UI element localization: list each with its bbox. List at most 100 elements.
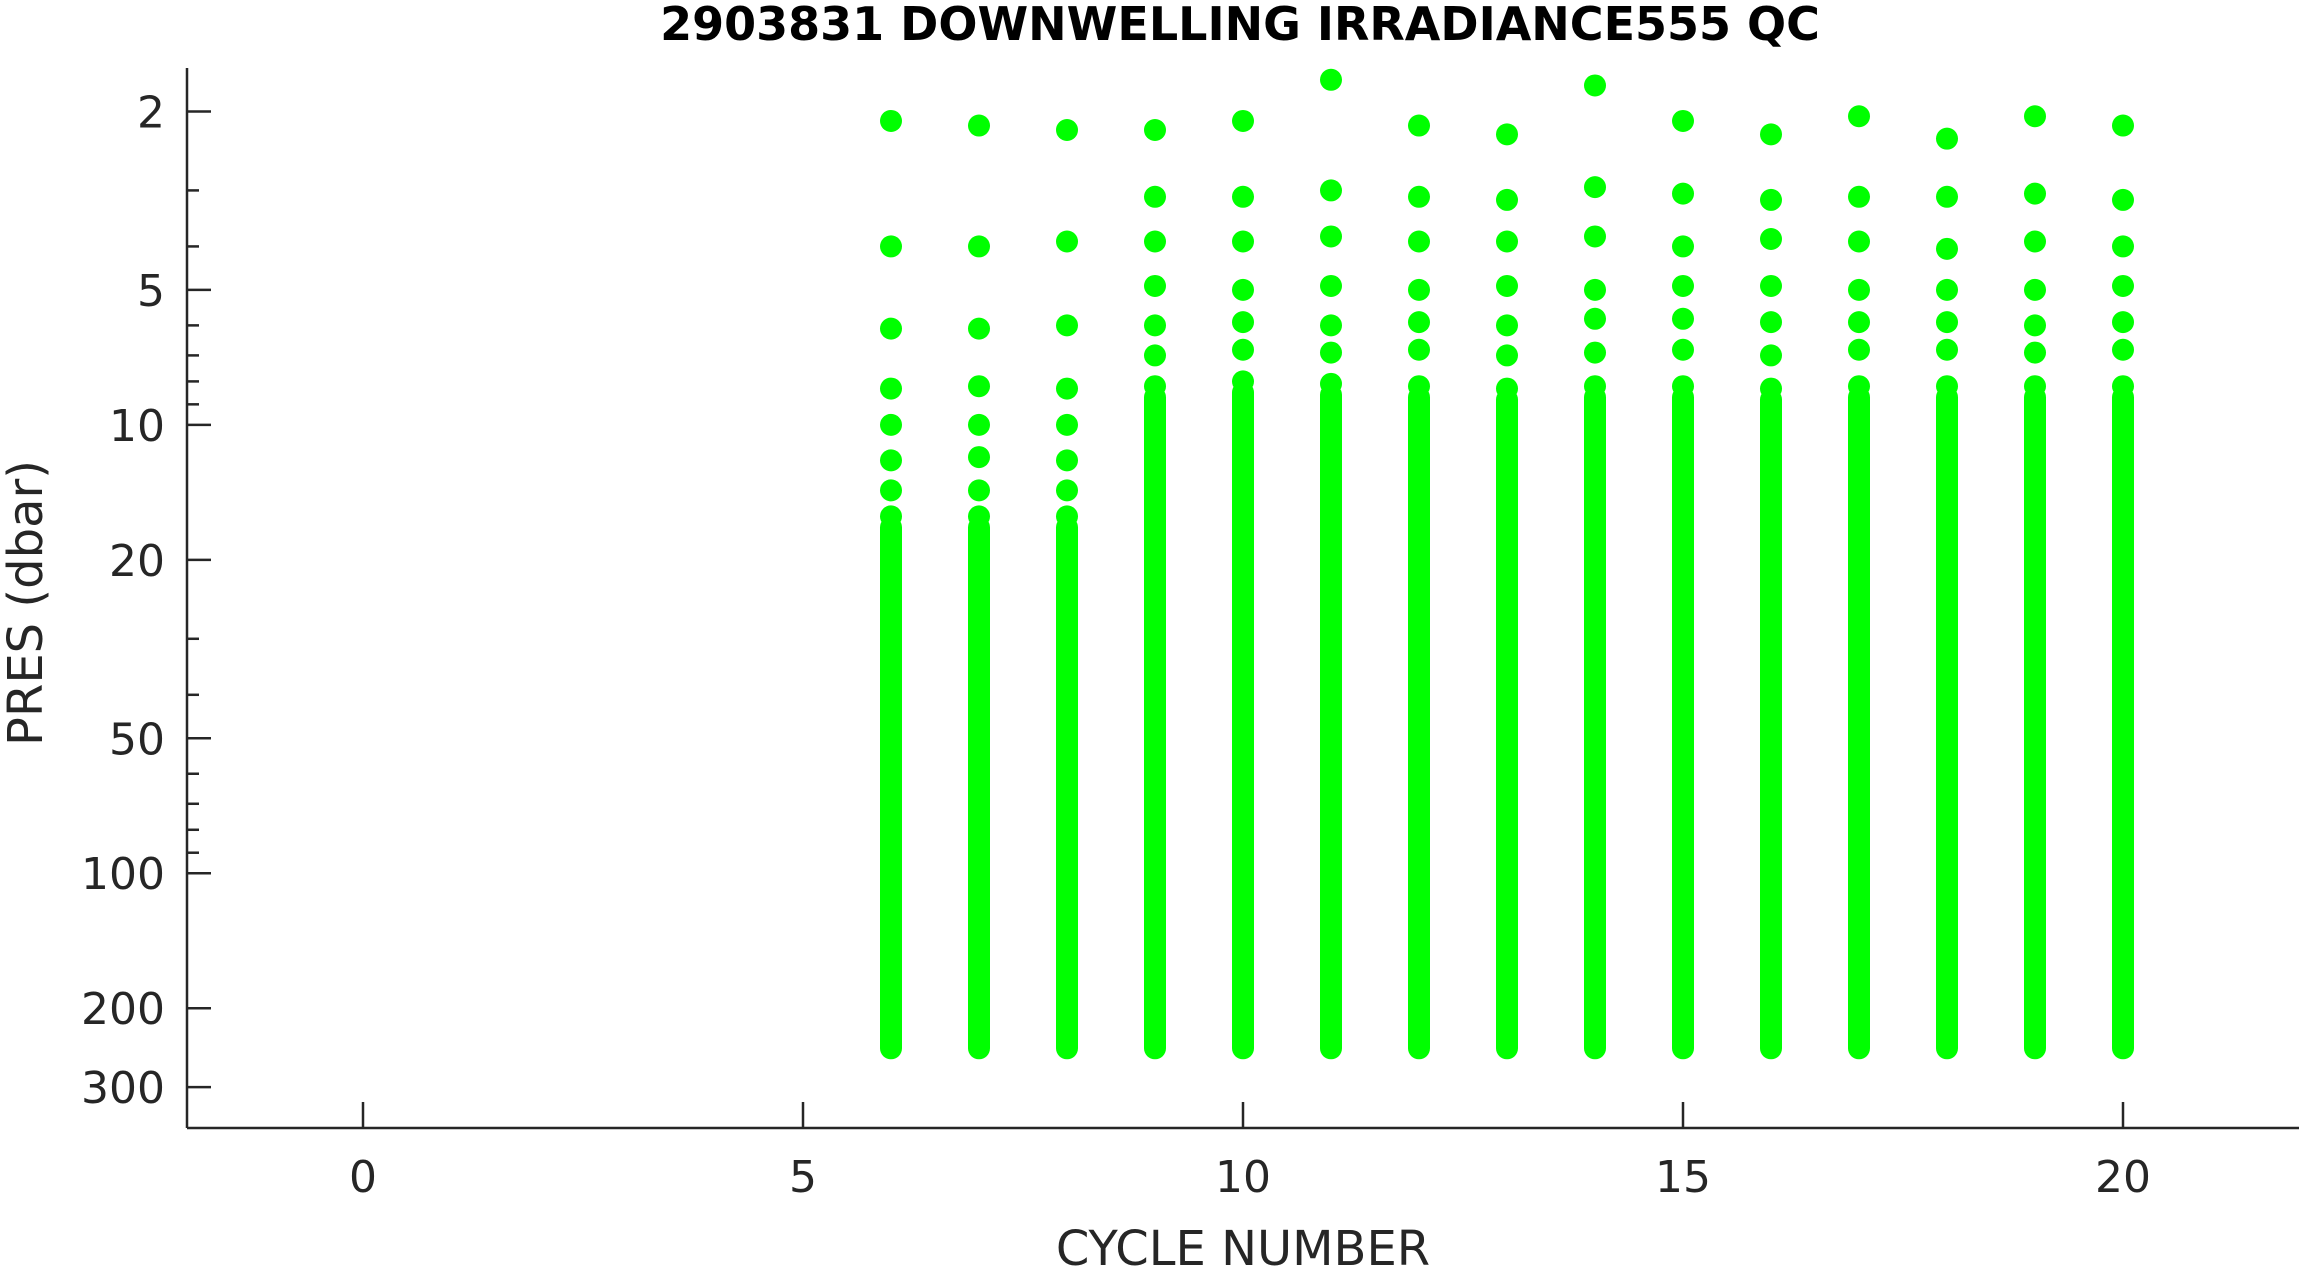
- data-point: [1760, 274, 1782, 297]
- data-point: [1760, 188, 1782, 211]
- data-point: [1584, 74, 1606, 97]
- data-point: [1848, 311, 1870, 334]
- data-point: [1760, 311, 1782, 334]
- data-point: [1848, 105, 1870, 128]
- data-point: [880, 377, 902, 400]
- data-point: [1936, 338, 1958, 361]
- data-point: [1672, 182, 1694, 205]
- data-point: [1408, 278, 1430, 301]
- data-point: [1848, 338, 1870, 361]
- data-point: [1408, 375, 1430, 398]
- data-point: [968, 114, 990, 137]
- data-point: [1848, 278, 1870, 301]
- data-point: [1232, 185, 1254, 208]
- data-point: [1320, 372, 1342, 395]
- data-point: [1672, 235, 1694, 258]
- profile-dense-samples: [1144, 386, 1166, 1060]
- x-tick-label: 15: [1655, 1152, 1711, 1203]
- data-point: [2024, 278, 2046, 301]
- data-point: [968, 375, 990, 398]
- data-point: [968, 479, 990, 502]
- data-point: [2024, 375, 2046, 398]
- data-point: [2024, 341, 2046, 364]
- profile-dense-samples: [1584, 386, 1606, 1060]
- profile-dense-samples: [1232, 381, 1254, 1060]
- data-point: [1936, 127, 1958, 150]
- data-point: [1232, 370, 1254, 393]
- data-point: [968, 317, 990, 340]
- y-tick-label: 100: [81, 849, 165, 900]
- data-point: [1760, 123, 1782, 146]
- data-point: [1496, 344, 1518, 367]
- data-point: [880, 413, 902, 436]
- data-point: [880, 449, 902, 472]
- y-tick-label: 5: [137, 266, 165, 317]
- x-tick-label: 20: [2095, 1152, 2151, 1203]
- data-point: [968, 413, 990, 436]
- y-tick-label: 200: [81, 984, 165, 1035]
- y-tick-label: 2: [137, 87, 165, 138]
- data-point: [1320, 225, 1342, 248]
- data-point: [1760, 227, 1782, 250]
- y-tick-label: 10: [109, 401, 165, 452]
- data-point: [1232, 109, 1254, 132]
- data-point: [1320, 274, 1342, 297]
- data-point: [1936, 278, 1958, 301]
- data-point: [2112, 274, 2134, 297]
- data-point: [1408, 114, 1430, 137]
- data-point: [1144, 375, 1166, 398]
- y-tick-label: 50: [109, 714, 165, 765]
- data-point: [1056, 314, 1078, 337]
- chart-title: 2903831 DOWNWELLING IRRADIANCE555 QC: [660, 0, 1820, 51]
- x-tick-label: 10: [1215, 1152, 1271, 1203]
- profile-dense-samples: [1936, 386, 1958, 1060]
- data-point: [2112, 188, 2134, 211]
- data-point: [1936, 375, 1958, 398]
- data-point: [1672, 338, 1694, 361]
- data-point: [1672, 375, 1694, 398]
- data-point: [2024, 314, 2046, 337]
- data-point: [880, 505, 902, 528]
- data-point: [2024, 230, 2046, 253]
- data-point: [1144, 314, 1166, 337]
- data-point: [968, 235, 990, 258]
- data-point: [1408, 185, 1430, 208]
- data-point: [1408, 311, 1430, 334]
- profile-dense-samples: [1408, 386, 1430, 1060]
- profile-dense-samples: [2024, 386, 2046, 1060]
- profile-dense-samples: [880, 516, 902, 1060]
- data-point: [1056, 479, 1078, 502]
- y-axis-label: PRES (dbar): [0, 460, 54, 746]
- data-point: [2112, 311, 2134, 334]
- data-point: [1760, 377, 1782, 400]
- data-point: [1672, 307, 1694, 330]
- data-point: [1232, 311, 1254, 334]
- data-point: [1584, 375, 1606, 398]
- data-point: [2112, 235, 2134, 258]
- data-point: [1584, 176, 1606, 199]
- data-point: [1320, 314, 1342, 337]
- data-point: [1496, 123, 1518, 146]
- y-tick-label: 300: [81, 1063, 165, 1114]
- data-point: [1144, 185, 1166, 208]
- data-point: [968, 505, 990, 528]
- data-point: [1584, 225, 1606, 248]
- x-tick-label: 5: [789, 1152, 817, 1203]
- data-point: [1232, 230, 1254, 253]
- data-point: [1584, 278, 1606, 301]
- data-point: [2112, 338, 2134, 361]
- data-point: [1848, 185, 1870, 208]
- profile-dense-samples: [1056, 516, 1078, 1060]
- data-point: [1584, 341, 1606, 364]
- data-point: [1936, 311, 1958, 334]
- data-point: [1144, 119, 1166, 142]
- data-point: [1320, 68, 1342, 91]
- data-point: [1144, 230, 1166, 253]
- data-point: [1936, 237, 1958, 260]
- x-axis-label: CYCLE NUMBER: [1056, 1221, 1430, 1269]
- data-point: [1056, 505, 1078, 528]
- data-point: [1496, 274, 1518, 297]
- data-point: [2024, 182, 2046, 205]
- data-point: [1144, 344, 1166, 367]
